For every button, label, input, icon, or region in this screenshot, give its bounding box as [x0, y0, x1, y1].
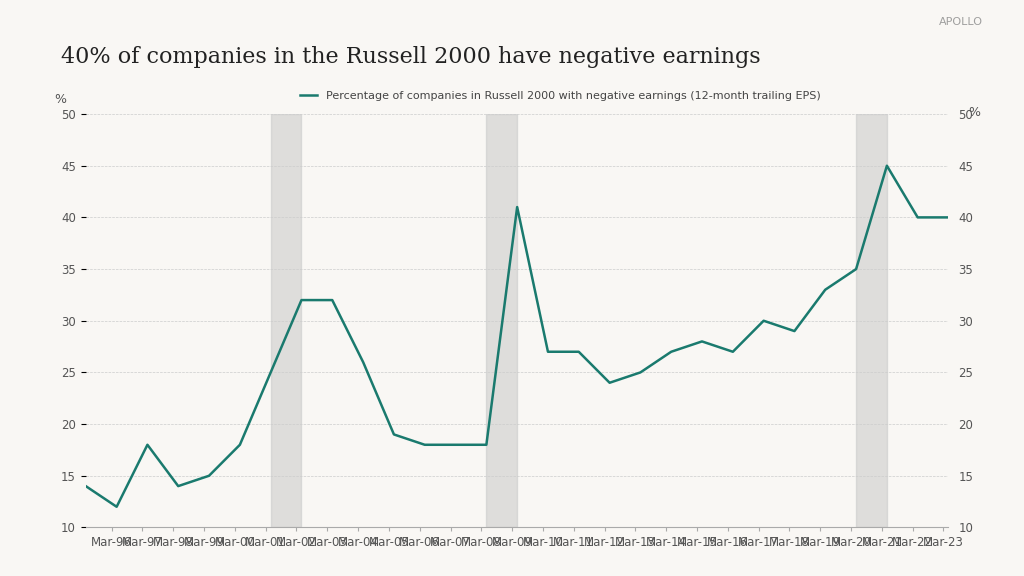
Bar [486, 114, 517, 528]
Text: APOLLO: APOLLO [939, 17, 983, 27]
Y-axis label: %: % [54, 93, 66, 106]
Bar [856, 114, 887, 528]
Text: 40% of companies in the Russell 2000 have negative earnings: 40% of companies in the Russell 2000 hav… [61, 46, 761, 68]
Y-axis label: %: % [969, 106, 980, 119]
Legend: Percentage of companies in Russell 2000 with negative earnings (12-month trailin: Percentage of companies in Russell 2000 … [296, 86, 825, 105]
Bar [270, 114, 301, 528]
